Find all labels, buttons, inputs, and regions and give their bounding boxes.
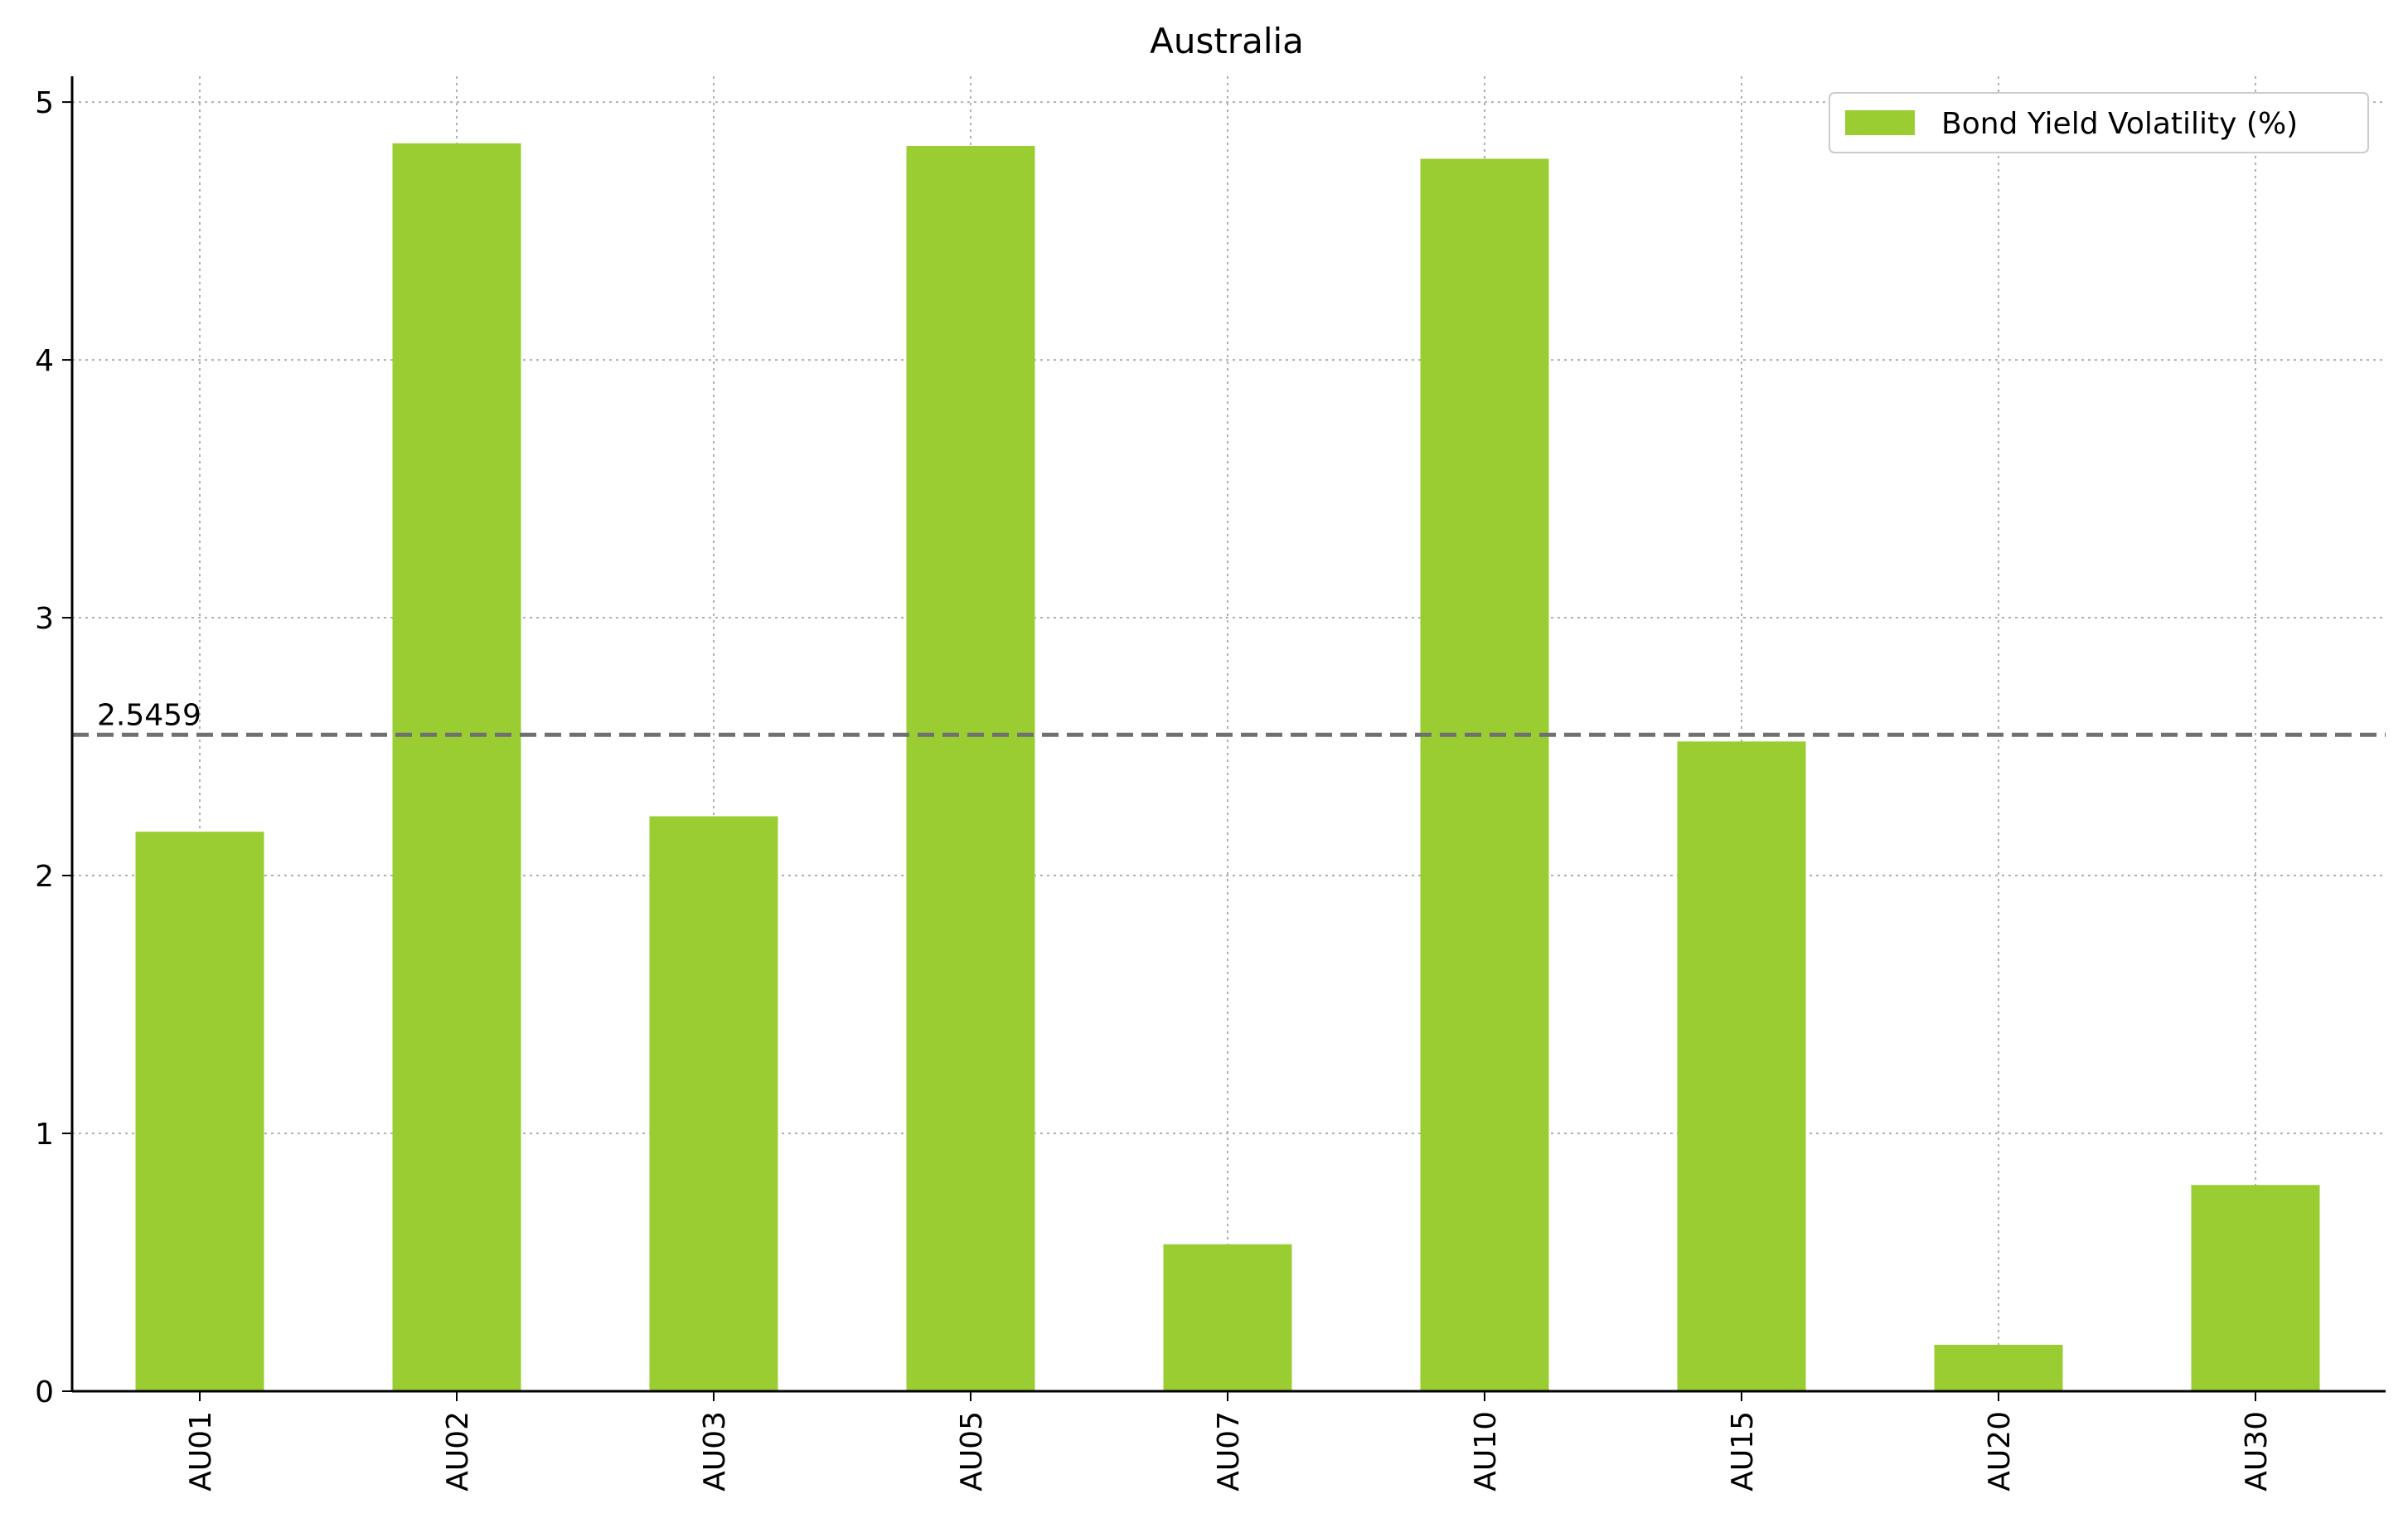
x-tick-label: AU30 bbox=[2240, 1411, 2274, 1492]
bar-au20 bbox=[1934, 1345, 2063, 1391]
y-tick-label: 2 bbox=[35, 860, 54, 894]
reference-line-group: 2.5459 bbox=[72, 698, 2386, 737]
x-tick-label: AU01 bbox=[184, 1411, 218, 1492]
y-tick-label: 1 bbox=[35, 1118, 54, 1152]
y-tick-label: 4 bbox=[35, 344, 54, 378]
y-tick-label: 0 bbox=[35, 1375, 54, 1409]
axes bbox=[70, 76, 2386, 1393]
legend: Bond Yield Volatility (%) bbox=[1829, 92, 2369, 153]
bar-au02 bbox=[392, 143, 521, 1392]
bar-au15 bbox=[1677, 741, 1806, 1391]
reference-line-label: 2.5459 bbox=[97, 698, 201, 732]
legend-box bbox=[1829, 92, 2369, 153]
legend-label: Bond Yield Volatility (%) bbox=[1941, 107, 2298, 141]
bar-au01 bbox=[135, 832, 264, 1391]
legend-swatch bbox=[1845, 110, 1915, 135]
x-tick-label: AU20 bbox=[1983, 1411, 2017, 1492]
x-tick-label: AU07 bbox=[1212, 1411, 1246, 1492]
bars bbox=[135, 143, 2320, 1392]
y-tick-label: 3 bbox=[35, 602, 54, 636]
x-tick-label: AU10 bbox=[1469, 1411, 1503, 1492]
bar-au07 bbox=[1163, 1244, 1292, 1391]
bar-au10 bbox=[1420, 158, 1549, 1392]
x-tick-label: AU03 bbox=[698, 1411, 732, 1492]
bar-au05 bbox=[906, 145, 1035, 1391]
x-tick-label: AU05 bbox=[955, 1411, 989, 1492]
bar-au30 bbox=[2191, 1185, 2320, 1391]
chart-title: Australia bbox=[1150, 21, 1304, 61]
y-tick-labels: 0 1 2 3 4 5 bbox=[35, 86, 72, 1409]
x-tick-labels: AU01 AU02 AU03 AU05 AU07 AU10 AU15 AU20 AU30 bbox=[184, 1391, 2274, 1492]
y-tick-label: 5 bbox=[35, 86, 54, 120]
bar-au03 bbox=[649, 816, 778, 1391]
x-tick-label: AU15 bbox=[1726, 1411, 1760, 1492]
x-tick-label: AU02 bbox=[441, 1411, 475, 1492]
